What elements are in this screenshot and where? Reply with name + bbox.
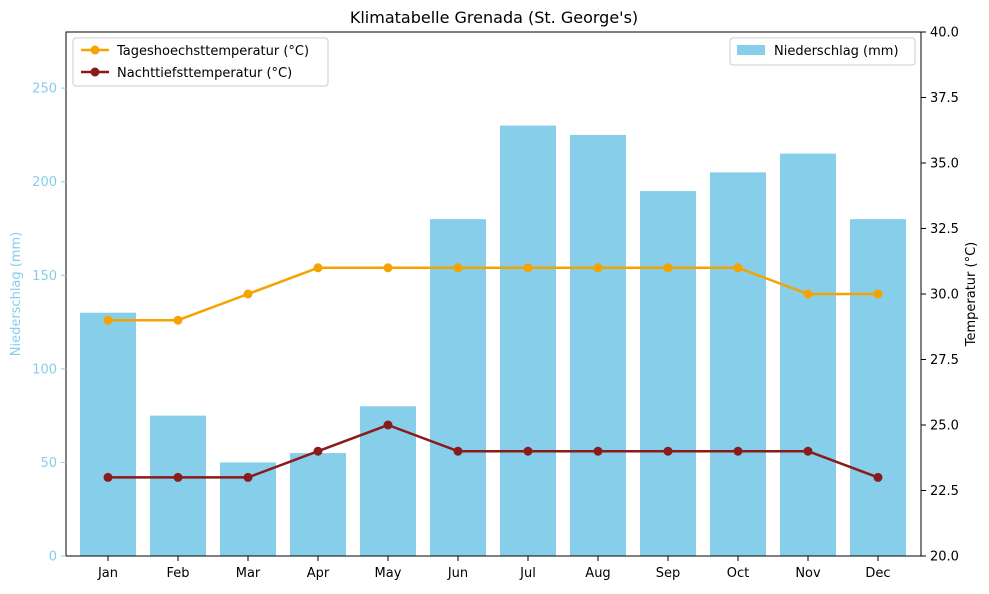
low-temp-point-jan xyxy=(103,472,113,482)
x-tick-label-apr: Apr xyxy=(307,566,330,581)
high-temp-point-jun xyxy=(453,263,463,273)
x-tick-label-sep: Sep xyxy=(656,566,681,581)
high-temp-point-dec xyxy=(873,289,883,299)
high-temp-point-mar xyxy=(243,289,253,299)
legend-lines: Tageshoechsttemperatur (°C) Nachttiefstt… xyxy=(72,37,329,87)
x-tick-label-jan: Jan xyxy=(97,566,118,581)
x-tick-label-mar: Mar xyxy=(236,566,261,581)
precip-bar-jun xyxy=(430,219,486,556)
precip-bar-aug xyxy=(570,134,626,556)
bars-layer xyxy=(80,125,906,557)
precip-bar-nov xyxy=(780,153,836,556)
low-temp-point-nov xyxy=(803,446,813,456)
low-temp-point-mar xyxy=(243,472,253,482)
high-temp-point-sep xyxy=(663,263,673,273)
high-temp-point-jan xyxy=(103,315,113,325)
x-tick-label-nov: Nov xyxy=(795,566,821,581)
x-tick-label-jul: Jul xyxy=(519,566,536,581)
low-temp-point-apr xyxy=(313,446,323,456)
lines-layer xyxy=(103,263,883,482)
high-temp-point-apr xyxy=(313,263,323,273)
legend-lines-box xyxy=(72,37,329,87)
right-axis-label: Temperatur (°C) xyxy=(964,242,979,348)
precip-bar-apr xyxy=(290,453,346,556)
precip-bar-oct xyxy=(710,172,766,556)
precip-bar-jan xyxy=(80,312,136,556)
right-tick-label: 32.5 xyxy=(930,222,959,237)
x-axis: Jan Feb Mar Apr May Jun Jul Aug Sep Oct Nov Dec xyxy=(97,556,891,581)
low-temp-point-aug xyxy=(593,446,603,456)
right-tick-label: 37.5 xyxy=(930,91,959,106)
right-tick-label: 22.5 xyxy=(930,484,959,499)
legend-low-swatch-marker xyxy=(90,67,100,77)
left-axis-label: Niederschlag (mm) xyxy=(9,232,24,357)
x-tick-label-feb: Feb xyxy=(166,566,189,581)
left-tick-label: 150 xyxy=(32,269,57,284)
left-tick-label: 0 xyxy=(49,550,57,565)
left-tick-label: 100 xyxy=(32,362,57,377)
low-temp-point-jun xyxy=(453,446,463,456)
legend-bars-label: Niederschlag (mm) xyxy=(774,44,899,59)
right-tick-label: 27.5 xyxy=(930,353,959,368)
x-tick-label-oct: Oct xyxy=(727,566,749,581)
left-tick-label: 200 xyxy=(32,175,57,190)
legend-high-label: Tageshoechsttemperatur (°C) xyxy=(116,44,309,59)
low-temp-point-oct xyxy=(733,446,743,456)
precip-bar-dec xyxy=(850,219,906,556)
low-temp-point-sep xyxy=(663,446,673,456)
high-temp-point-jul xyxy=(523,263,533,273)
high-temp-point-feb xyxy=(173,315,183,325)
precip-bar-jul xyxy=(500,125,556,557)
left-tick-label: 50 xyxy=(40,456,57,471)
legend-bars: Niederschlag (mm) xyxy=(729,37,916,66)
x-tick-label-may: May xyxy=(375,566,402,581)
legend-low-label: Nachttiefsttemperatur (°C) xyxy=(117,66,292,81)
low-temp-point-may xyxy=(383,420,393,430)
right-tick-label: 20.0 xyxy=(930,550,959,565)
chart-title: Klimatabelle Grenada (St. George's) xyxy=(350,8,638,27)
right-tick-label: 35.0 xyxy=(930,157,959,172)
legend-bars-box xyxy=(729,37,916,66)
precip-bar-feb xyxy=(150,415,206,556)
legend-bars-swatch xyxy=(737,45,765,55)
x-tick-label-aug: Aug xyxy=(585,566,610,581)
precip-bar-sep xyxy=(640,191,696,557)
low-temp-point-feb xyxy=(173,472,183,482)
low-temp-point-dec xyxy=(873,472,883,482)
high-temp-point-nov xyxy=(803,289,813,299)
right-tick-label: 40.0 xyxy=(930,26,959,41)
high-temp-line xyxy=(108,266,878,322)
x-tick-label-dec: Dec xyxy=(865,566,890,581)
legend-high-swatch-marker xyxy=(90,45,100,55)
left-y-axis: 0 50 100 150 200 250 xyxy=(32,82,66,565)
high-temp-point-aug xyxy=(593,263,603,273)
x-tick-label-jun: Jun xyxy=(447,566,468,581)
right-tick-label: 30.0 xyxy=(930,288,959,303)
right-y-axis: 20.0 22.5 25.0 27.5 30.0 32.5 35.0 37.5 40.0 xyxy=(921,26,959,565)
low-temp-point-jul xyxy=(523,446,533,456)
right-tick-label: 25.0 xyxy=(930,419,959,434)
left-tick-label: 250 xyxy=(32,82,57,97)
high-temp-point-oct xyxy=(733,263,743,273)
low-temp-line xyxy=(108,423,879,479)
high-temp-point-may xyxy=(383,263,393,273)
